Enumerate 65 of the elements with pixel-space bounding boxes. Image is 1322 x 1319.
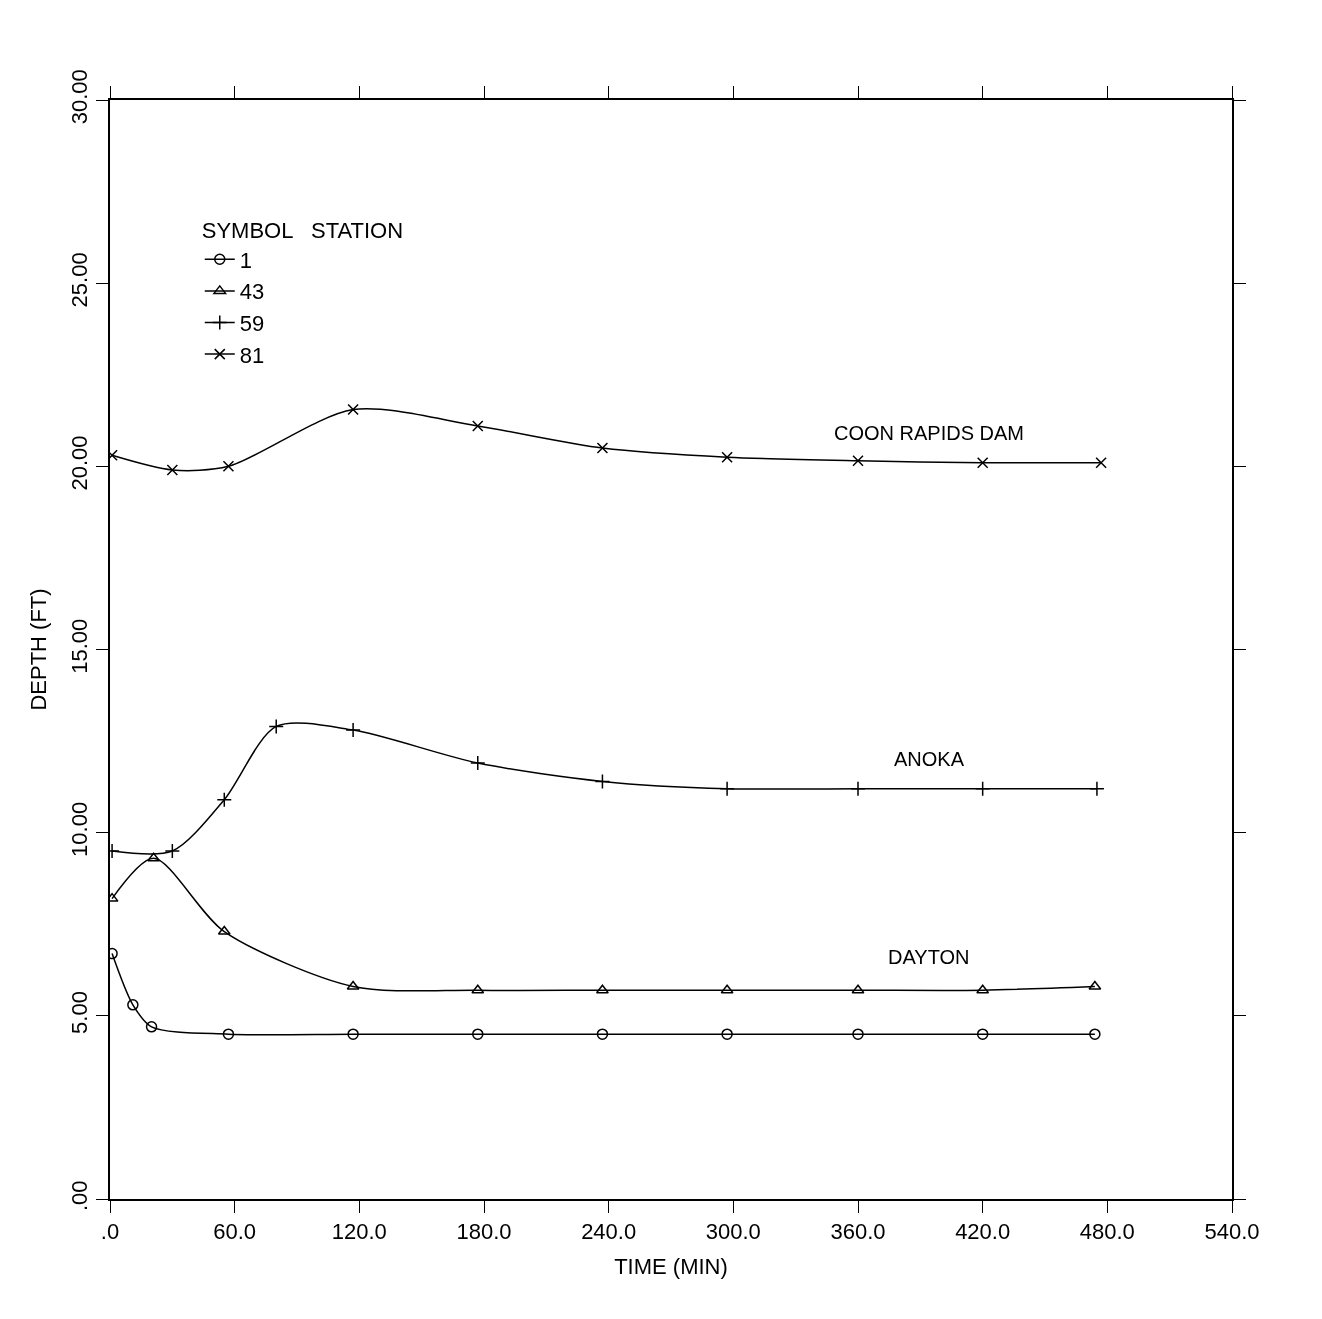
point <box>166 464 179 476</box>
y-axis-title: DEPTH (FT) <box>25 588 51 711</box>
point <box>596 1028 609 1040</box>
point <box>127 999 139 1011</box>
point <box>470 755 486 771</box>
point <box>595 984 609 994</box>
point <box>1095 456 1107 469</box>
point <box>852 455 864 467</box>
point <box>164 843 181 859</box>
point <box>471 984 485 994</box>
x-tick-label: 120.0 <box>331 1219 387 1245</box>
x-tick-label: 60.0 <box>213 1219 257 1245</box>
point <box>346 980 360 990</box>
y-tick-label: .00 <box>67 1180 93 1211</box>
point <box>719 780 735 797</box>
y-tick-label: 25.00 <box>67 252 93 308</box>
x-tick-label: 420.0 <box>955 1219 1011 1245</box>
y-tick-label: 5.00 <box>67 991 93 1034</box>
point <box>345 722 361 738</box>
annotation: ANOKA <box>894 748 965 770</box>
point <box>852 1028 864 1040</box>
point <box>976 984 990 994</box>
point <box>268 718 284 735</box>
point <box>721 451 733 463</box>
point <box>974 780 991 797</box>
annotation: COON RAPIDS DAM <box>834 422 1025 444</box>
legend-label: 1 <box>239 247 253 273</box>
point <box>1089 780 1105 797</box>
legend-label: 81 <box>239 342 265 368</box>
point <box>976 456 989 469</box>
point <box>145 1021 158 1033</box>
point <box>720 984 734 994</box>
legend-label: 43 <box>239 279 265 305</box>
point <box>850 780 866 797</box>
x-axis-title: TIME (MIN) <box>614 1253 728 1279</box>
point <box>347 1028 359 1040</box>
y-tick-label: 30.00 <box>67 69 93 125</box>
x-tick-label: 300.0 <box>705 1219 761 1245</box>
x-tick-label: 360.0 <box>830 1219 886 1245</box>
x-tick-label: 540.0 <box>1204 1219 1260 1245</box>
point <box>721 1028 733 1040</box>
point <box>147 852 161 862</box>
point <box>976 1028 989 1040</box>
x-tick-label: 480.0 <box>1079 1219 1135 1245</box>
annotation: DAYTON <box>888 946 970 968</box>
x-tick-label: 240.0 <box>581 1219 637 1245</box>
x-tick-label: 180.0 <box>456 1219 512 1245</box>
point <box>222 460 235 473</box>
point <box>216 791 233 808</box>
point <box>472 1028 484 1040</box>
point <box>222 1028 235 1040</box>
y-tick-label: 15.00 <box>67 618 93 674</box>
x-tick-label: .0 <box>100 1219 120 1245</box>
legend-label: 59 <box>239 311 265 337</box>
point <box>217 925 231 935</box>
point <box>347 403 359 416</box>
point <box>1089 1028 1101 1040</box>
point <box>472 420 484 432</box>
point <box>851 984 865 994</box>
y-tick-label: 20.00 <box>67 435 93 491</box>
y-tick-label: 10.00 <box>67 801 93 857</box>
point <box>1088 980 1102 990</box>
point <box>596 442 609 454</box>
legend-title: SYMBOL STATION <box>201 218 404 244</box>
point <box>594 773 611 790</box>
